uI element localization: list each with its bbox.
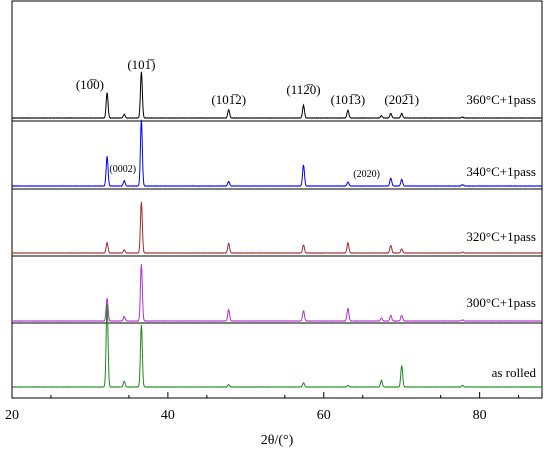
series-trace: [11, 71, 543, 119]
series-trace: [11, 264, 543, 322]
series-trace: [11, 119, 543, 187]
x-axis-label: 2θ/(°): [261, 433, 294, 448]
x-tick-label: 80: [473, 408, 487, 423]
panel-separators: [12, 120, 542, 324]
peak-label: (101̅): [127, 57, 155, 72]
peak-label: (2020): [353, 169, 380, 180]
peak-label: (101̅3): [331, 92, 366, 107]
x-tick-label: 20: [5, 408, 19, 423]
peak-labels: (10̅0) (101̅) (101̅2) (112̅0) (101̅3) (202̅1)…: [76, 57, 419, 180]
plot-frame: [11, 0, 543, 399]
peak-label: (10̅0): [76, 77, 104, 92]
series-trace: [11, 201, 543, 254]
x-tick-label: 40: [161, 408, 175, 423]
x-tick-label: 60: [317, 408, 331, 423]
series-label: 300°C+1pass: [466, 295, 536, 310]
series-label: 320°C+1pass: [466, 229, 536, 244]
peak-label: (101̅2): [211, 92, 246, 107]
series-labels: 360°C+1pass 340°C+1pass 320°C+1pass 300°C+1…: [466, 92, 536, 380]
series-trace: [11, 304, 543, 388]
series-label: 340°C+1pass: [466, 164, 536, 179]
peak-label: (202̅1): [384, 92, 419, 107]
series-label: as rolled: [492, 365, 537, 380]
x-axis-ticks: 20 40 60 80: [5, 392, 520, 423]
peak-label: (112̅0): [286, 82, 320, 97]
series-traces: [11, 71, 543, 388]
series-label: 360°C+1pass: [466, 92, 536, 107]
peak-label: (0002): [109, 164, 136, 175]
